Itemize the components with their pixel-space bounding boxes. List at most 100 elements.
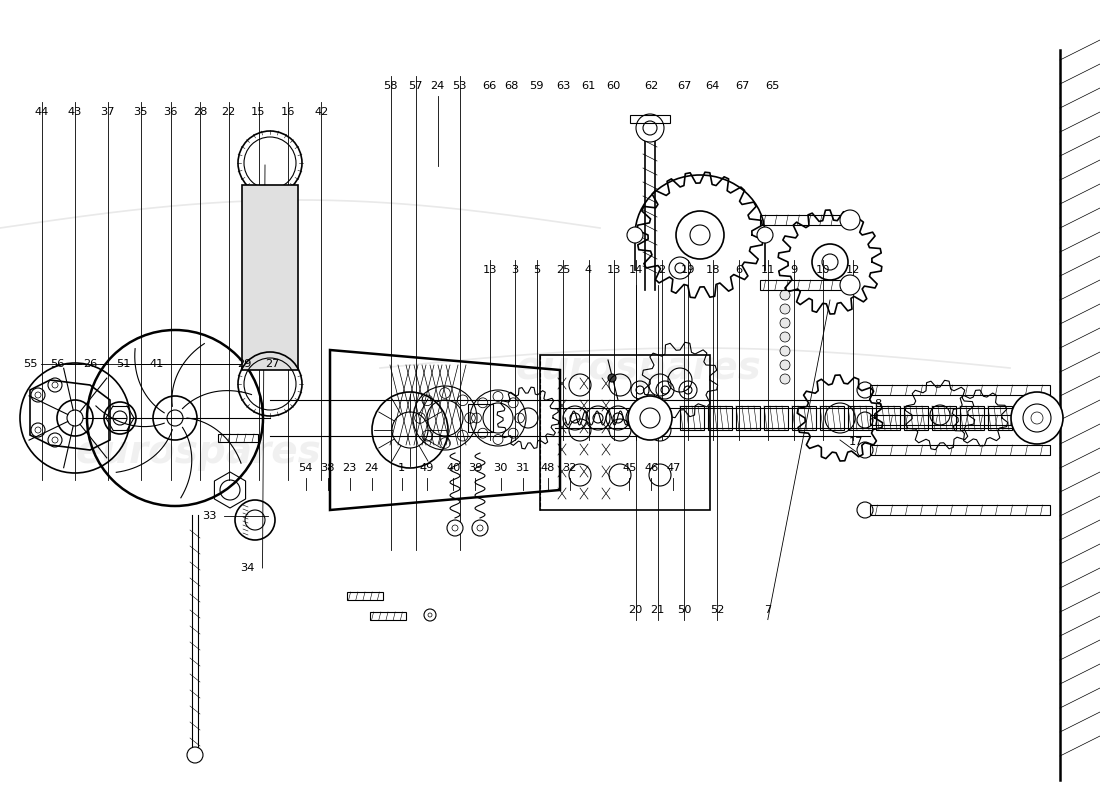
Text: 24: 24 xyxy=(365,463,378,473)
Text: 13: 13 xyxy=(482,266,497,275)
Text: 52: 52 xyxy=(710,605,725,614)
Text: 14: 14 xyxy=(628,266,643,275)
Bar xyxy=(876,406,900,430)
Bar xyxy=(218,434,258,442)
Text: 67: 67 xyxy=(676,82,692,91)
Text: 16: 16 xyxy=(280,107,296,117)
Text: 51: 51 xyxy=(116,359,131,369)
Text: 57: 57 xyxy=(408,82,424,91)
Text: 54: 54 xyxy=(298,463,314,473)
Bar xyxy=(630,115,670,123)
Circle shape xyxy=(636,114,664,142)
Circle shape xyxy=(628,396,672,440)
Text: 42: 42 xyxy=(315,107,328,117)
Text: 39: 39 xyxy=(468,463,483,473)
Text: 8: 8 xyxy=(874,399,881,409)
Text: 34: 34 xyxy=(240,563,255,573)
Circle shape xyxy=(780,360,790,370)
Text: 2: 2 xyxy=(659,266,666,275)
Text: 30: 30 xyxy=(493,463,508,473)
Text: 43: 43 xyxy=(67,107,82,117)
Text: 26: 26 xyxy=(84,359,97,369)
Bar xyxy=(708,406,732,430)
Bar xyxy=(848,406,872,430)
Text: 3: 3 xyxy=(512,266,518,275)
Bar xyxy=(346,592,383,600)
Circle shape xyxy=(780,318,790,328)
Text: 6: 6 xyxy=(736,266,743,275)
Bar xyxy=(1016,406,1040,430)
Circle shape xyxy=(1011,392,1063,444)
Text: 38: 38 xyxy=(320,463,336,473)
Text: 35: 35 xyxy=(133,107,148,117)
Circle shape xyxy=(608,374,616,382)
Circle shape xyxy=(840,275,860,295)
Bar xyxy=(540,355,710,510)
Bar xyxy=(370,612,406,620)
Text: 45: 45 xyxy=(621,463,637,473)
Text: 29: 29 xyxy=(236,359,252,369)
Text: 20: 20 xyxy=(628,605,643,614)
Text: 5: 5 xyxy=(534,266,540,275)
Bar xyxy=(760,215,850,225)
Text: 7: 7 xyxy=(764,605,771,614)
Text: 58: 58 xyxy=(383,82,398,91)
Text: 64: 64 xyxy=(706,82,719,91)
Bar xyxy=(988,406,1012,430)
Circle shape xyxy=(780,374,790,384)
Bar xyxy=(242,185,298,370)
Text: 68: 68 xyxy=(504,82,519,91)
Bar xyxy=(960,406,984,430)
Text: 62: 62 xyxy=(645,82,658,91)
Bar xyxy=(468,404,493,432)
Text: 63: 63 xyxy=(556,82,571,91)
Text: 65: 65 xyxy=(764,82,780,91)
Text: 15: 15 xyxy=(251,107,266,117)
Text: 40: 40 xyxy=(446,463,461,473)
Text: 33: 33 xyxy=(201,511,217,521)
Text: 1: 1 xyxy=(398,463,405,473)
Text: 19: 19 xyxy=(680,266,695,275)
Text: 49: 49 xyxy=(419,463,435,473)
Bar xyxy=(870,505,1050,515)
Text: 27: 27 xyxy=(265,359,280,369)
Text: 46: 46 xyxy=(645,463,658,473)
Text: 10: 10 xyxy=(815,266,830,275)
Bar xyxy=(870,415,1050,425)
Circle shape xyxy=(472,520,488,536)
Text: 44: 44 xyxy=(35,107,48,117)
Circle shape xyxy=(840,210,860,230)
Bar xyxy=(820,406,844,430)
Text: 18: 18 xyxy=(705,266,720,275)
Text: 22: 22 xyxy=(222,107,235,117)
Text: 61: 61 xyxy=(581,82,596,91)
Bar xyxy=(680,406,704,430)
Text: 59: 59 xyxy=(529,82,544,91)
Text: 4: 4 xyxy=(585,266,592,275)
Bar xyxy=(904,406,928,430)
Text: 50: 50 xyxy=(676,605,692,614)
Text: eurospares: eurospares xyxy=(515,349,761,387)
Circle shape xyxy=(187,747,204,763)
Text: 56: 56 xyxy=(50,359,65,369)
Circle shape xyxy=(780,332,790,342)
Text: 13: 13 xyxy=(606,266,621,275)
Text: 23: 23 xyxy=(342,463,358,473)
Circle shape xyxy=(780,290,790,300)
Bar xyxy=(792,406,816,430)
Text: 24: 24 xyxy=(431,82,444,91)
Text: 17: 17 xyxy=(848,437,864,446)
Text: 55: 55 xyxy=(23,359,38,369)
Text: 37: 37 xyxy=(100,107,116,117)
Text: 28: 28 xyxy=(192,107,208,117)
Circle shape xyxy=(757,227,773,243)
Circle shape xyxy=(447,520,463,536)
Text: 36: 36 xyxy=(163,107,178,117)
Text: 32: 32 xyxy=(562,463,578,473)
Text: 60: 60 xyxy=(606,82,621,91)
Text: eurospares: eurospares xyxy=(75,433,321,471)
Circle shape xyxy=(780,304,790,314)
Text: 31: 31 xyxy=(515,463,530,473)
Text: 11: 11 xyxy=(760,266,775,275)
Text: 12: 12 xyxy=(845,266,860,275)
